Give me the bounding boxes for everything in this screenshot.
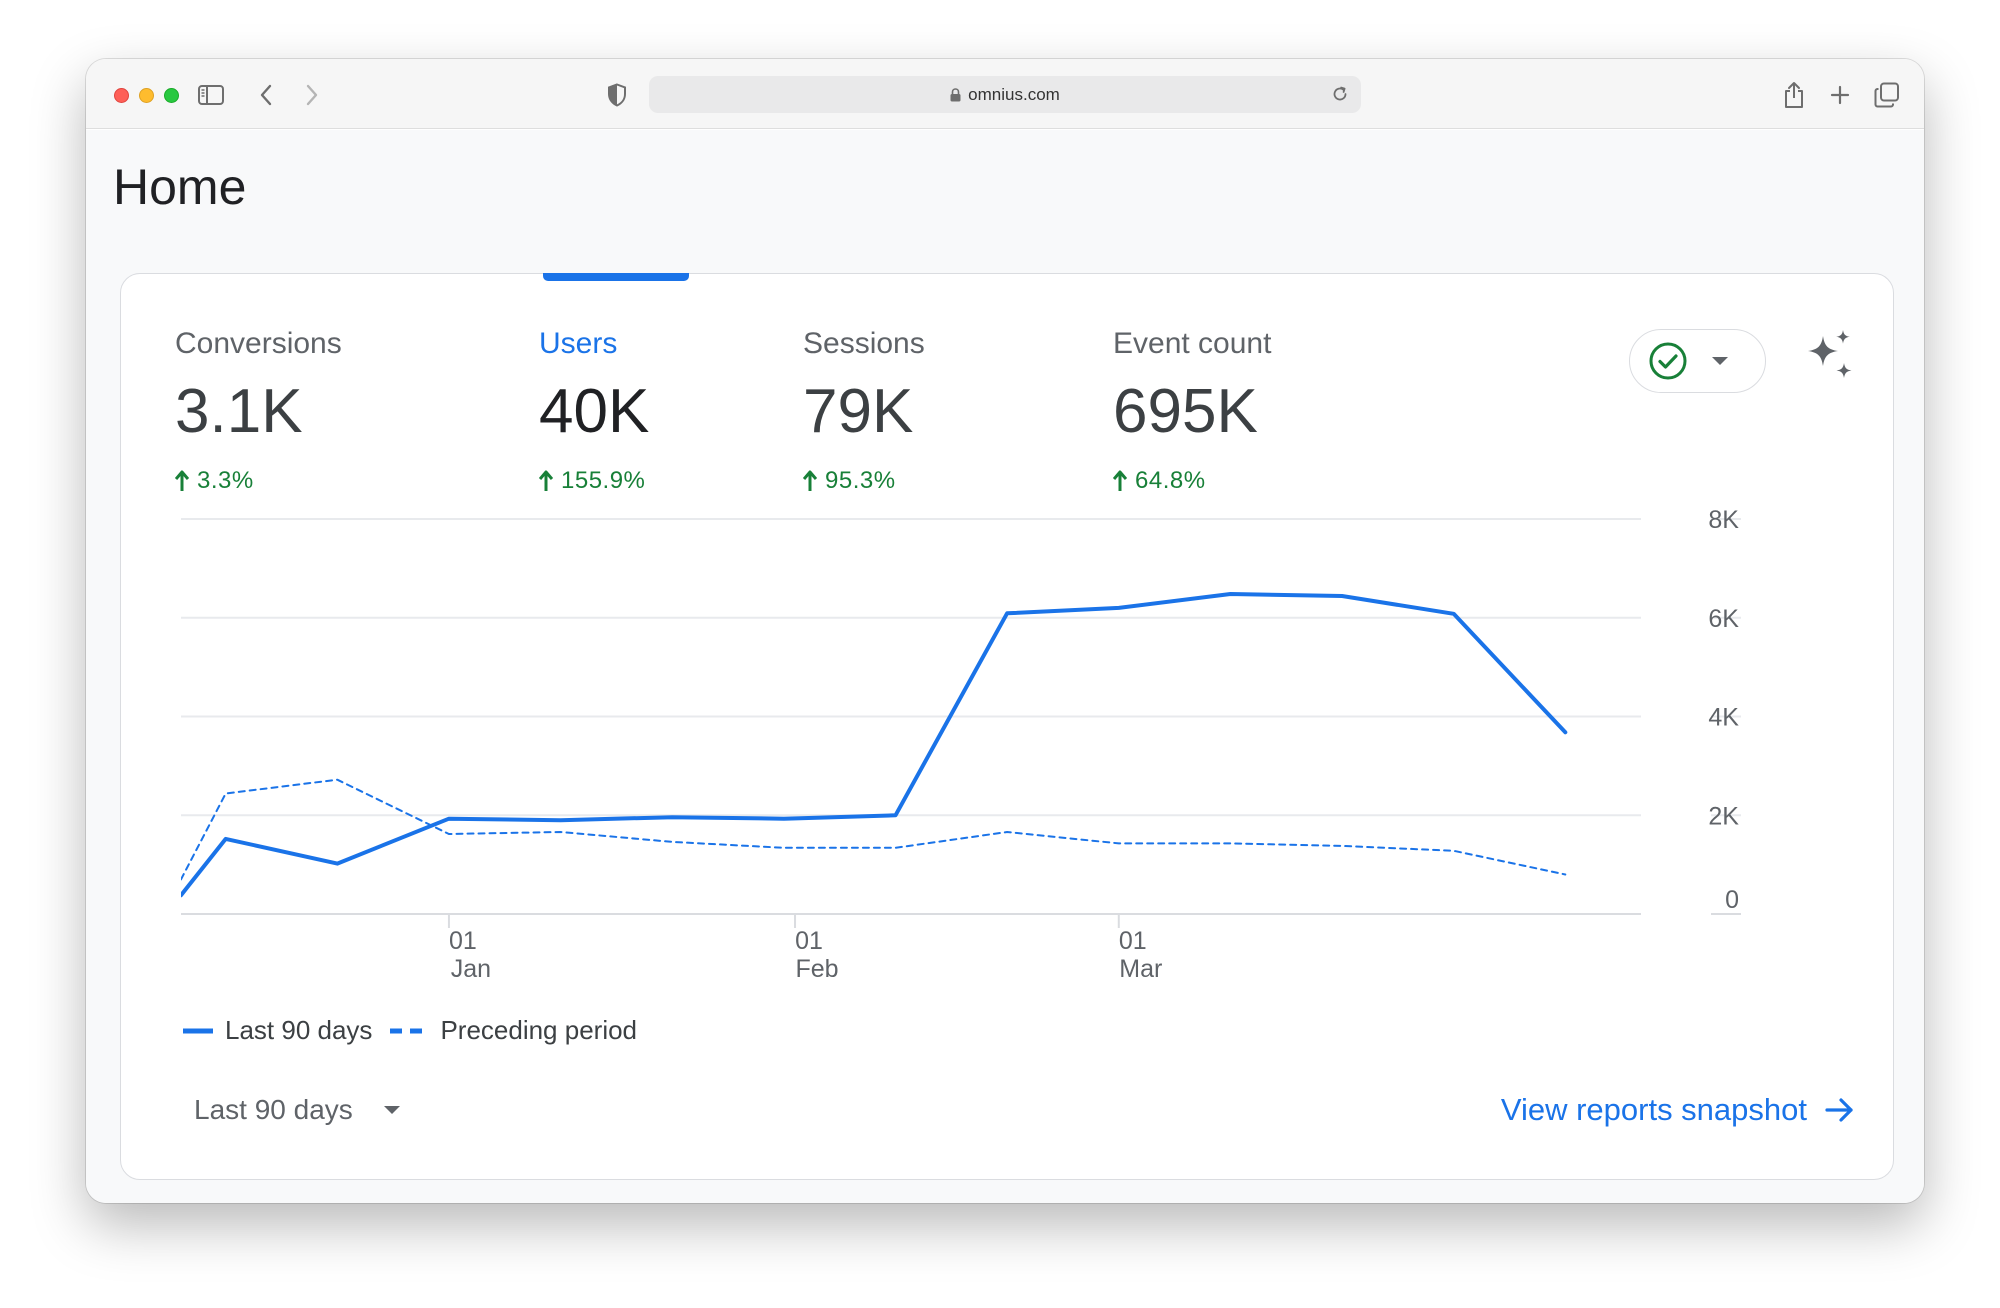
metric-change: 155.9% bbox=[539, 467, 649, 495]
chart-gridlines bbox=[181, 518, 1741, 915]
reload-icon[interactable] bbox=[1331, 85, 1349, 108]
metric-label: Sessions bbox=[803, 327, 925, 360]
tabs-overview-icon[interactable] bbox=[1869, 77, 1905, 113]
sidebar-icon[interactable] bbox=[193, 77, 229, 113]
x-tick-day-label: 01 bbox=[1119, 927, 1147, 955]
arrow-up-icon bbox=[175, 470, 189, 491]
metric-value: 40K bbox=[539, 377, 650, 446]
shield-icon[interactable] bbox=[599, 77, 635, 113]
address-bar[interactable]: omnius.com bbox=[649, 76, 1361, 113]
arrow-right-icon bbox=[1825, 1098, 1853, 1122]
minimize-window-button[interactable] bbox=[139, 88, 154, 103]
arrow-up-icon bbox=[1113, 470, 1127, 491]
metric-change: 64.8% bbox=[1113, 467, 1271, 495]
arrow-up-icon bbox=[539, 470, 553, 491]
chart-series bbox=[181, 592, 1568, 898]
check-circle-icon bbox=[1649, 342, 1687, 380]
metric-change-value: 3.3% bbox=[197, 467, 254, 494]
y-tick-label: 8K bbox=[1708, 509, 1739, 534]
metric-tab-event-count[interactable]: Event count 695K 64.8% bbox=[1113, 327, 1271, 495]
metric-tab-users[interactable]: Users 40K 155.9% bbox=[539, 327, 649, 495]
y-tick-label: 4K bbox=[1708, 704, 1739, 732]
zoom-window-button[interactable] bbox=[164, 88, 179, 103]
x-tick-month-label: Mar bbox=[1119, 955, 1162, 983]
date-range-label: Last 90 days bbox=[194, 1094, 353, 1125]
legend-item-preceding-period: Preceding period bbox=[390, 1015, 637, 1046]
metric-tab-conversions[interactable]: Conversions 3.1K 3.3% bbox=[175, 327, 342, 495]
date-range-dropdown[interactable]: Last 90 days bbox=[194, 1094, 401, 1126]
metric-value: 3.1K bbox=[175, 377, 303, 446]
metric-change-value: 155.9% bbox=[561, 467, 646, 494]
lock-icon bbox=[950, 87, 961, 102]
page-title: Home bbox=[113, 159, 247, 215]
series-line-preceding-period bbox=[181, 778, 1567, 881]
forward-chevron-icon[interactable] bbox=[294, 77, 330, 113]
snapshot-link-label: View reports snapshot bbox=[1500, 1092, 1807, 1127]
y-tick-label: 2K bbox=[1708, 802, 1739, 830]
metric-value: 79K bbox=[803, 377, 914, 446]
legend-solid-line-icon bbox=[183, 1028, 213, 1033]
share-icon[interactable] bbox=[1776, 77, 1812, 113]
url-text: omnius.com bbox=[968, 84, 1060, 104]
y-tick-label: 0 bbox=[1725, 886, 1739, 914]
metric-change: 3.3% bbox=[175, 467, 342, 495]
caret-down-icon bbox=[1712, 357, 1728, 365]
metric-change: 95.3% bbox=[803, 467, 925, 495]
browser-toolbar: omnius.com bbox=[86, 59, 1924, 129]
series-line-last-90-days bbox=[181, 592, 1568, 898]
chart-y-axis: 0 2K 4K 6K 8K bbox=[1708, 509, 1739, 914]
view-reports-snapshot-link[interactable]: View reports snapshot bbox=[1501, 1092, 1855, 1128]
metric-label: Event count bbox=[1113, 327, 1272, 360]
x-tick-month-label: Feb bbox=[795, 955, 838, 983]
metric-value: 695K bbox=[1113, 377, 1258, 446]
active-tab-indicator bbox=[543, 273, 689, 281]
y-tick-label: 6K bbox=[1708, 605, 1739, 633]
x-tick-day-label: 01 bbox=[795, 927, 823, 955]
new-tab-plus-icon[interactable] bbox=[1822, 77, 1858, 113]
data-status-dropdown[interactable] bbox=[1629, 329, 1766, 393]
back-chevron-icon[interactable] bbox=[248, 77, 284, 113]
sparkle-icon[interactable] bbox=[1801, 328, 1857, 389]
arrow-up-icon bbox=[803, 470, 817, 491]
legend-label: Last 90 days bbox=[225, 1015, 373, 1045]
metric-label: Users bbox=[539, 327, 618, 360]
close-window-button[interactable] bbox=[114, 88, 129, 103]
overview-card: Conversions 3.1K 3.3% Users 40K 155.9% S… bbox=[120, 273, 1894, 1180]
legend-label: Preceding period bbox=[440, 1015, 638, 1045]
legend-item-last-90-days: Last 90 days bbox=[183, 1015, 372, 1046]
metric-change-value: 95.3% bbox=[825, 467, 896, 494]
metric-change-value: 64.8% bbox=[1135, 467, 1206, 494]
page-content: Home Conversions 3.1K 3.3% Users 40K 155… bbox=[86, 130, 1924, 1203]
x-tick-day-label: 01 bbox=[449, 927, 477, 955]
metric-label: Conversions bbox=[175, 327, 342, 360]
caret-down-icon bbox=[383, 1106, 400, 1114]
browser-window: omnius.com Home Conversions 3.1K 3.3% bbox=[86, 59, 1924, 1203]
x-tick-month-label: Jan bbox=[451, 955, 491, 983]
metric-tab-sessions[interactable]: Sessions 79K 95.3% bbox=[803, 327, 925, 495]
chart-legend: Last 90 days Preceding period bbox=[183, 1015, 655, 1046]
legend-dashed-line-icon bbox=[390, 1028, 429, 1033]
